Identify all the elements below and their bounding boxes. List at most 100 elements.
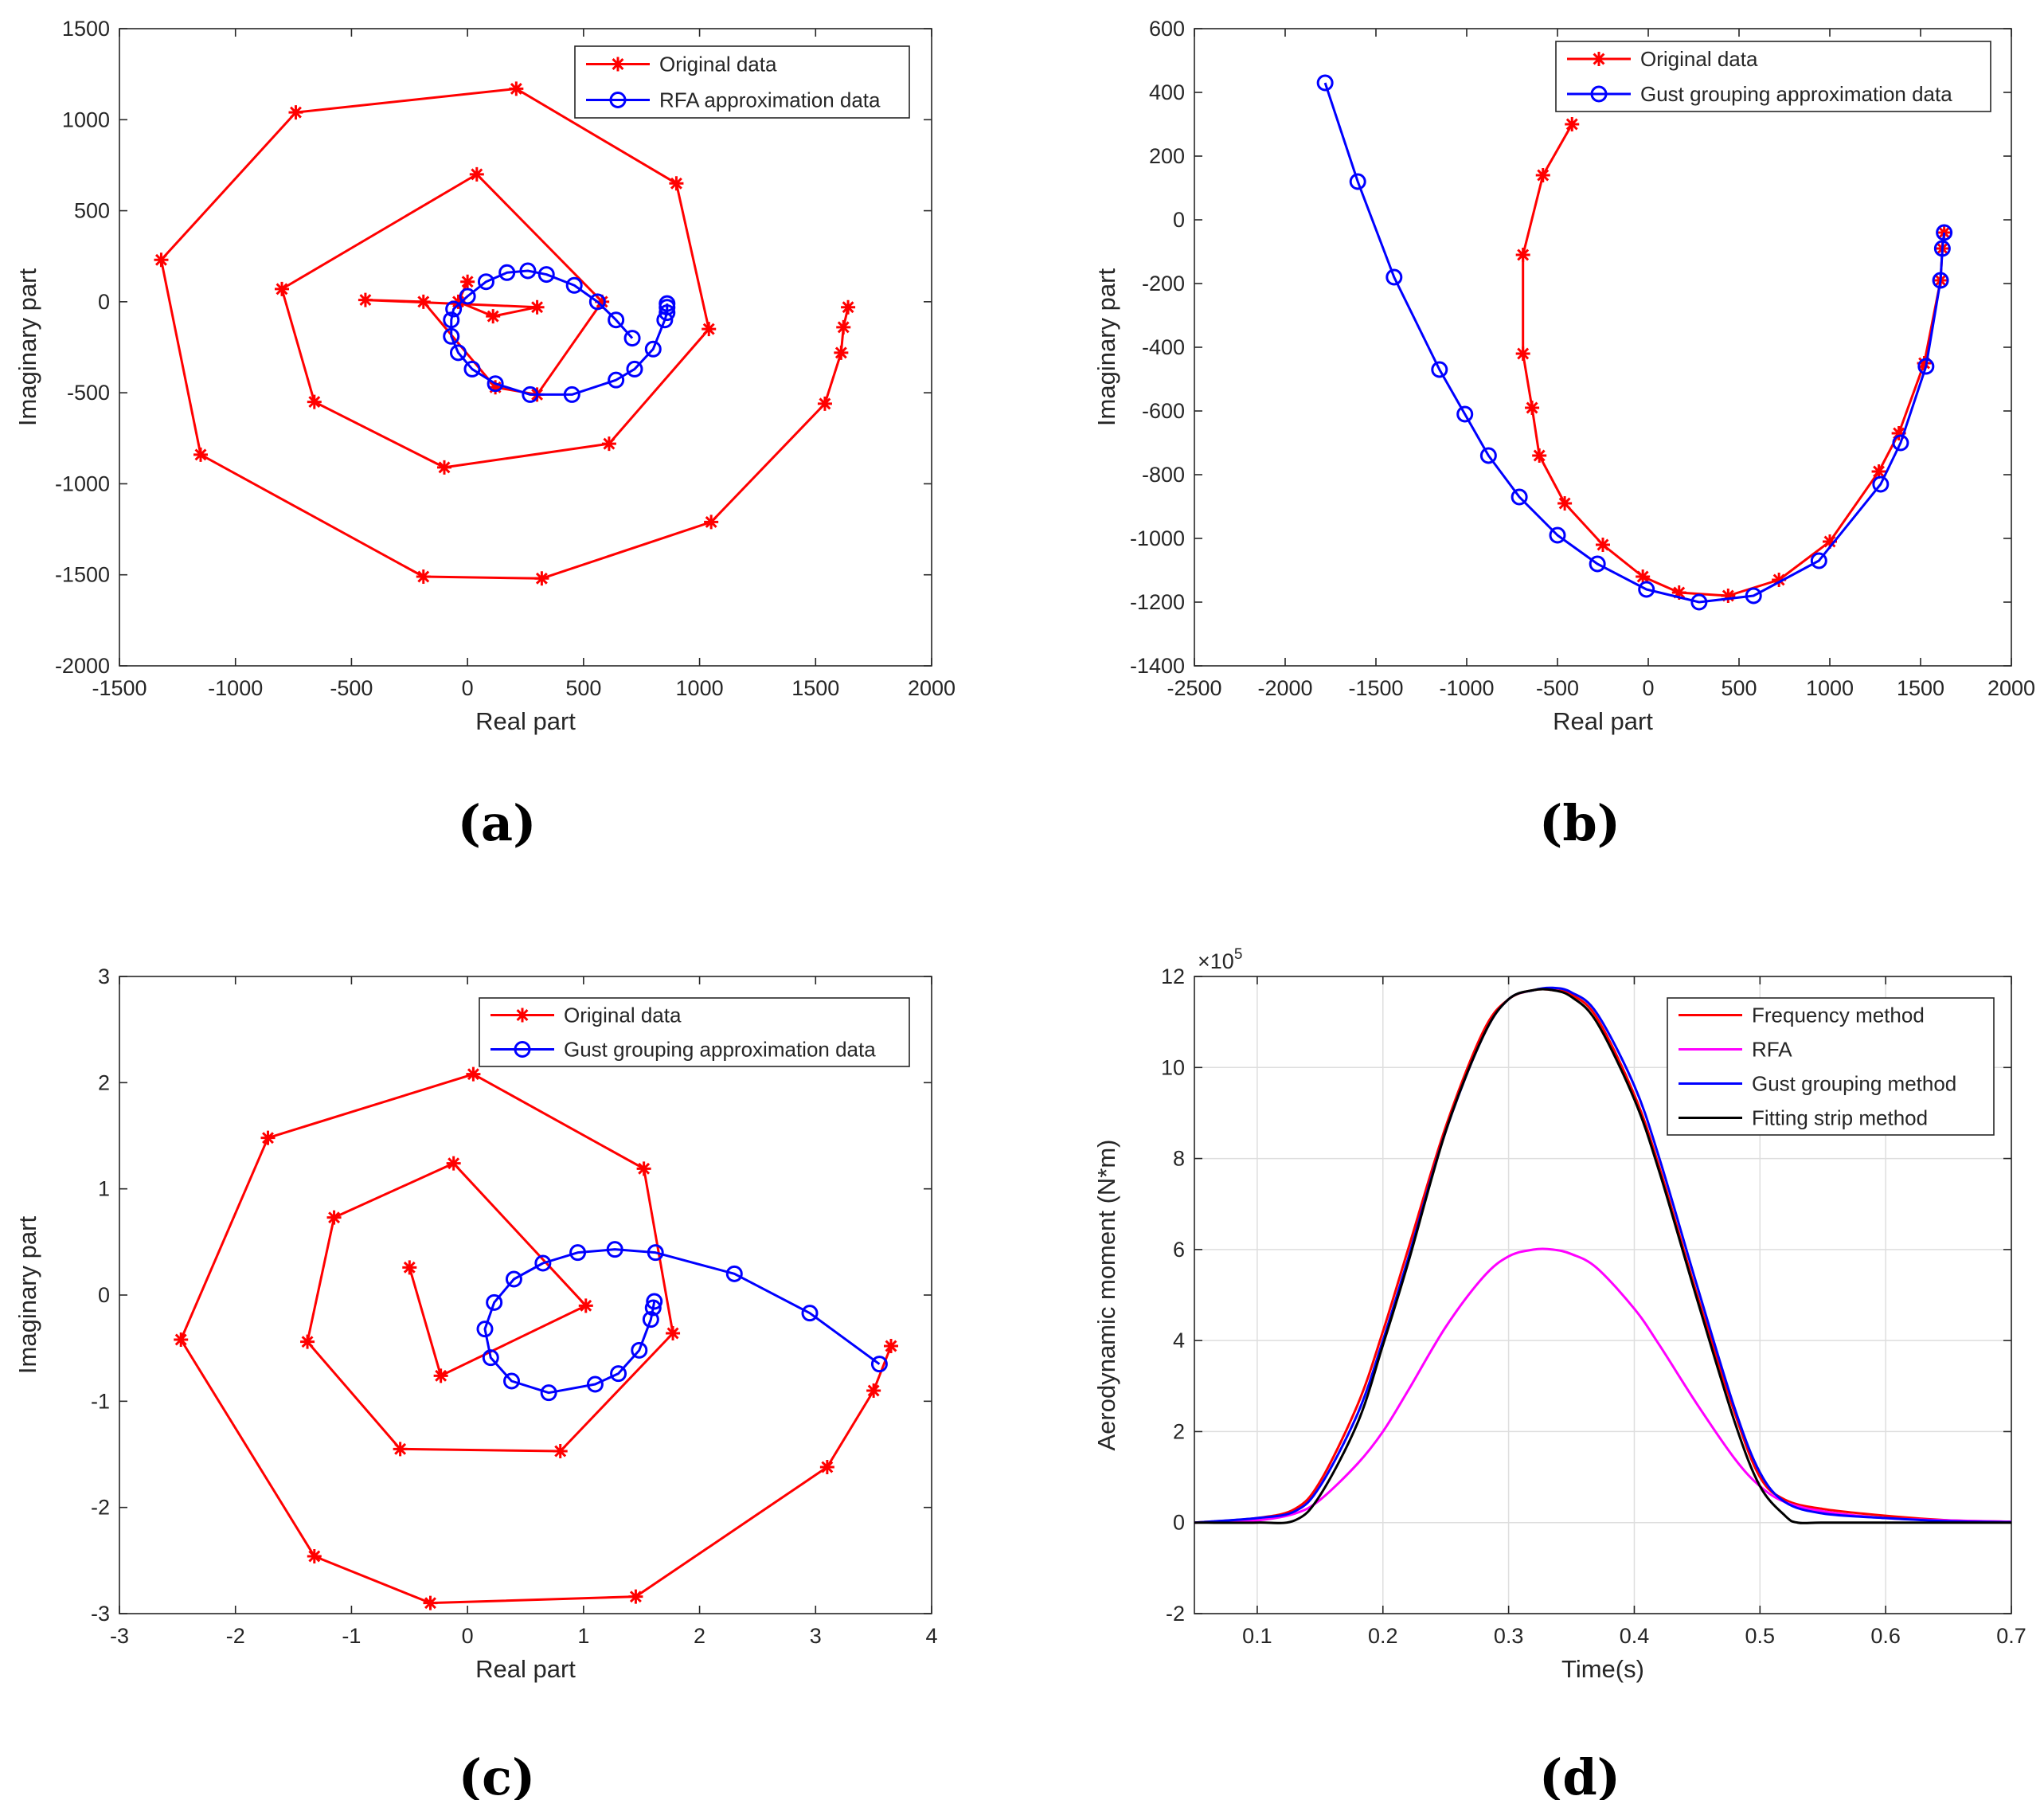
data-point [1871, 464, 1886, 479]
series-line [1194, 986, 2011, 1524]
data-point [1456, 405, 1474, 423]
plot-area-frame [119, 976, 932, 1614]
legend: Original data Gust grouping approximation… [1555, 41, 1991, 112]
data-point [836, 319, 851, 335]
legend-box [574, 45, 910, 119]
data-point [1532, 448, 1547, 463]
data-point [841, 299, 856, 315]
legend-label: Frequency method [1752, 1004, 1925, 1027]
y-tick-label: 500 [74, 199, 110, 223]
x-tick-label: 1500 [1897, 676, 1944, 700]
data-point [1525, 401, 1540, 415]
data-point [498, 264, 516, 281]
y-tick-label: 0 [98, 1283, 110, 1307]
series-line [1194, 988, 2011, 1524]
data-point [174, 1332, 189, 1347]
legend-marker [1592, 52, 1606, 66]
data-point [1932, 272, 1949, 289]
data-point [608, 311, 625, 329]
y-tick-label: -1400 [1130, 654, 1185, 678]
legend-marker [514, 1041, 531, 1058]
y-tick-label: 8 [1173, 1147, 1185, 1171]
legend-box [479, 997, 910, 1067]
x-tick-label: 0 [1642, 676, 1654, 700]
y-axis-label: Imaginary part [14, 268, 41, 427]
data-point [1431, 361, 1448, 378]
x-tick-label: -1000 [208, 676, 263, 700]
y-tick-label: 0 [1173, 208, 1185, 232]
panel-label: (c) [459, 1748, 535, 1800]
data-layer [1316, 74, 1953, 611]
data-point [530, 299, 545, 315]
data-point [1565, 117, 1580, 131]
data-layer [154, 81, 856, 586]
data-point [1549, 526, 1566, 544]
series-original-data [154, 81, 856, 586]
data-point [608, 371, 625, 389]
y-axis-label: Imaginary part [14, 1216, 41, 1375]
data-point [704, 515, 719, 530]
data-point [656, 311, 674, 329]
data-point [445, 300, 463, 318]
series-gust-grouping-approximation-data [1316, 74, 1953, 611]
data-point [443, 327, 460, 345]
y-tick-label: 200 [1149, 144, 1185, 168]
data-point [563, 385, 580, 403]
data-point [1349, 173, 1366, 190]
x-tick-label: 3 [810, 1624, 822, 1648]
data-point [884, 1339, 898, 1353]
x-tick-label: 500 [565, 676, 601, 700]
series-rfa-approximation-data [443, 262, 676, 403]
data-point [482, 1349, 499, 1367]
data-point [437, 460, 451, 475]
data-point [300, 1334, 315, 1349]
x-tick-label: -2500 [1167, 676, 1221, 700]
data-point [595, 294, 610, 309]
data-point [666, 1326, 681, 1340]
x-tick-label: 1500 [791, 676, 839, 700]
series-rfa [1194, 1247, 2011, 1524]
data-point [1596, 538, 1610, 552]
data-point [1690, 593, 1708, 611]
y-tick-label: -400 [1142, 335, 1185, 359]
data-point [1917, 358, 1935, 375]
data-point [469, 166, 484, 182]
data-point [505, 1270, 522, 1288]
legend-marker [1590, 85, 1608, 103]
x-axis-label: Time(s) [1561, 1655, 1644, 1683]
data-point [443, 311, 460, 329]
series-line [179, 1073, 893, 1605]
data-point [1636, 569, 1651, 584]
x-axis-label: Real part [475, 1655, 576, 1683]
x-tick-label: 0.5 [1745, 1624, 1776, 1648]
x-axis-label: Real part [1553, 707, 1653, 735]
data-point [1589, 555, 1606, 573]
data-layer [174, 1066, 898, 1610]
data-point [1557, 496, 1573, 511]
data-point [1721, 589, 1736, 603]
data-point [358, 292, 373, 307]
legend-label: Original data [1640, 47, 1758, 71]
series-line [483, 1248, 881, 1395]
x-tick-label: 0 [462, 676, 474, 700]
y-tick-label: -2 [1166, 1602, 1185, 1626]
data-point [288, 105, 303, 120]
y-tick-label: 0 [1173, 1511, 1185, 1535]
x-tick-label: 0.1 [1242, 1624, 1272, 1648]
data-point [866, 1383, 881, 1398]
y-tick-label: -3 [91, 1602, 110, 1626]
legend-label: Gust grouping approximation data [564, 1038, 876, 1062]
y-tick-label: 2 [1173, 1419, 1185, 1443]
legend: Original data Gust grouping approximation… [479, 997, 910, 1067]
data-point [193, 447, 208, 462]
data-point [647, 1244, 664, 1262]
data-point [402, 1260, 417, 1275]
data-point [307, 394, 322, 409]
y-axis-label: Aerodynamic moment (N*m) [1092, 1139, 1120, 1450]
data-point [423, 1595, 438, 1610]
x-axis-label: Real part [475, 707, 576, 735]
data-point [669, 176, 684, 191]
data-point [459, 288, 476, 305]
data-point [486, 1293, 503, 1311]
data-point [1892, 434, 1909, 452]
